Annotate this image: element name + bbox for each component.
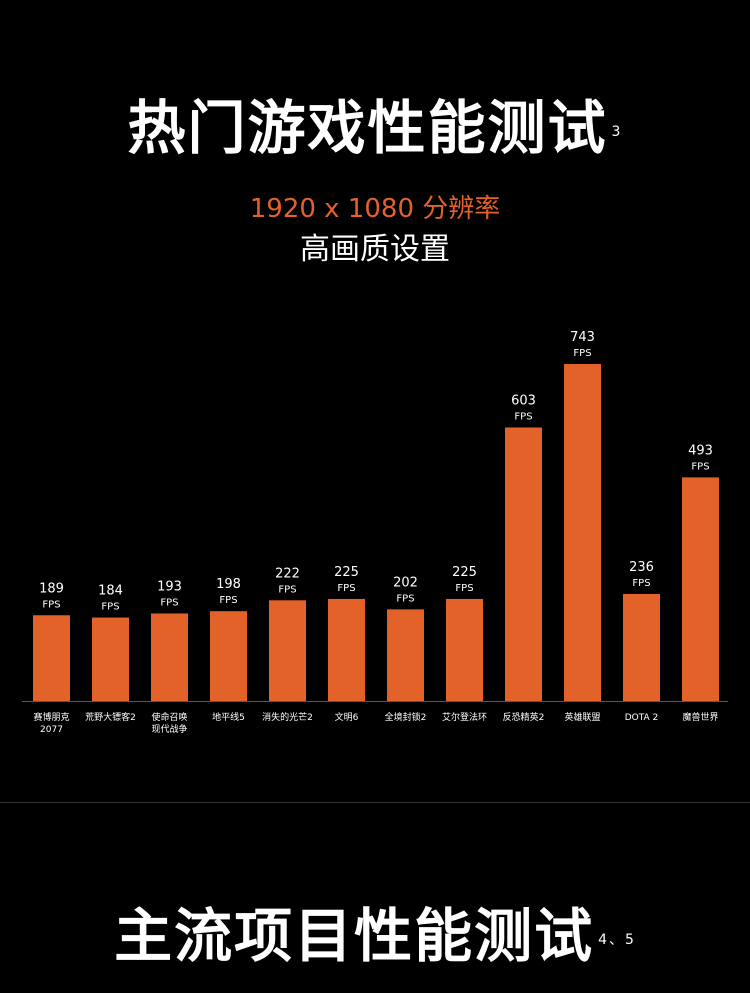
section-divider xyxy=(0,802,750,803)
bar-unit-label: FPS xyxy=(396,593,414,604)
bar xyxy=(623,593,660,701)
bar-unit-label: FPS xyxy=(160,597,178,608)
bar-value-label: 184 xyxy=(98,584,123,599)
page-title: 热门游戏性能测试 3 xyxy=(0,92,750,164)
bar-value-label: 743 xyxy=(570,330,595,345)
bar xyxy=(151,613,188,701)
bar xyxy=(505,427,542,701)
bar-value-label: 202 xyxy=(393,575,418,590)
resolution-label: 1920 x 1080 分辨率 xyxy=(249,194,501,224)
bar xyxy=(446,598,483,701)
bar xyxy=(210,611,247,701)
bar xyxy=(92,617,129,701)
bar-unit-label: FPS xyxy=(573,348,591,359)
bar xyxy=(33,615,70,701)
bar xyxy=(328,598,365,701)
section2-title: 主流项目性能测试 4、5 xyxy=(0,900,750,972)
section2-title-text: 主流项目性能测试 xyxy=(114,902,595,970)
bar-value-label: 236 xyxy=(629,560,654,575)
bar-unit-label: FPS xyxy=(691,461,709,472)
bar-value-label: 493 xyxy=(688,443,713,458)
fps-bar-chart: 189 FPS 赛博朋克 2077 184 FPS 荒野大镖客2 193 FPS 使命召唤现代战争… xyxy=(22,330,728,735)
category-label: 荒野大镖客2 xyxy=(85,711,136,723)
bar-value-label: 189 xyxy=(39,581,64,596)
bar-value-label: 193 xyxy=(157,579,182,594)
bar xyxy=(564,363,601,701)
bar xyxy=(269,600,306,701)
bar-unit-label: FPS xyxy=(337,583,355,594)
category-label: 魔兽世界 xyxy=(682,711,718,723)
category-label: 文明6 xyxy=(335,711,359,723)
bar-unit-label: FPS xyxy=(42,599,60,610)
bar-value-label: 225 xyxy=(334,565,359,580)
section2-footnote: 4、5 xyxy=(598,932,636,948)
bar-unit-label: FPS xyxy=(455,583,473,594)
category-label: 消失的光芒2 xyxy=(262,711,313,723)
category-label: 使命召唤现代战争 xyxy=(151,711,187,735)
title-text: 热门游戏性能测试 xyxy=(127,94,608,162)
bar xyxy=(682,477,719,701)
bar-value-label: 225 xyxy=(452,565,477,580)
bar-unit-label: FPS xyxy=(632,578,650,589)
bar-unit-label: FPS xyxy=(278,584,296,595)
bar xyxy=(387,609,424,701)
bar-unit-label: FPS xyxy=(514,411,532,422)
category-label: 英雄联盟 xyxy=(564,711,600,723)
bar-unit-label: FPS xyxy=(101,602,119,613)
bar-value-label: 603 xyxy=(511,393,536,408)
category-label: 地平线5 xyxy=(212,711,245,723)
quality-setting-label: 高画质设置 xyxy=(300,232,450,267)
category-label: DOTA 2 xyxy=(625,713,659,723)
bar-value-label: 222 xyxy=(275,566,300,581)
category-label: 反恐精英2 xyxy=(503,711,545,723)
bar-unit-label: FPS xyxy=(219,595,237,606)
category-label: 全境封锁2 xyxy=(385,711,427,723)
bar-value-label: 198 xyxy=(216,577,241,592)
category-label: 赛博朋克 2077 xyxy=(33,711,69,735)
title-footnote: 3 xyxy=(611,124,623,140)
category-label: 艾尔登法环 xyxy=(442,711,487,723)
